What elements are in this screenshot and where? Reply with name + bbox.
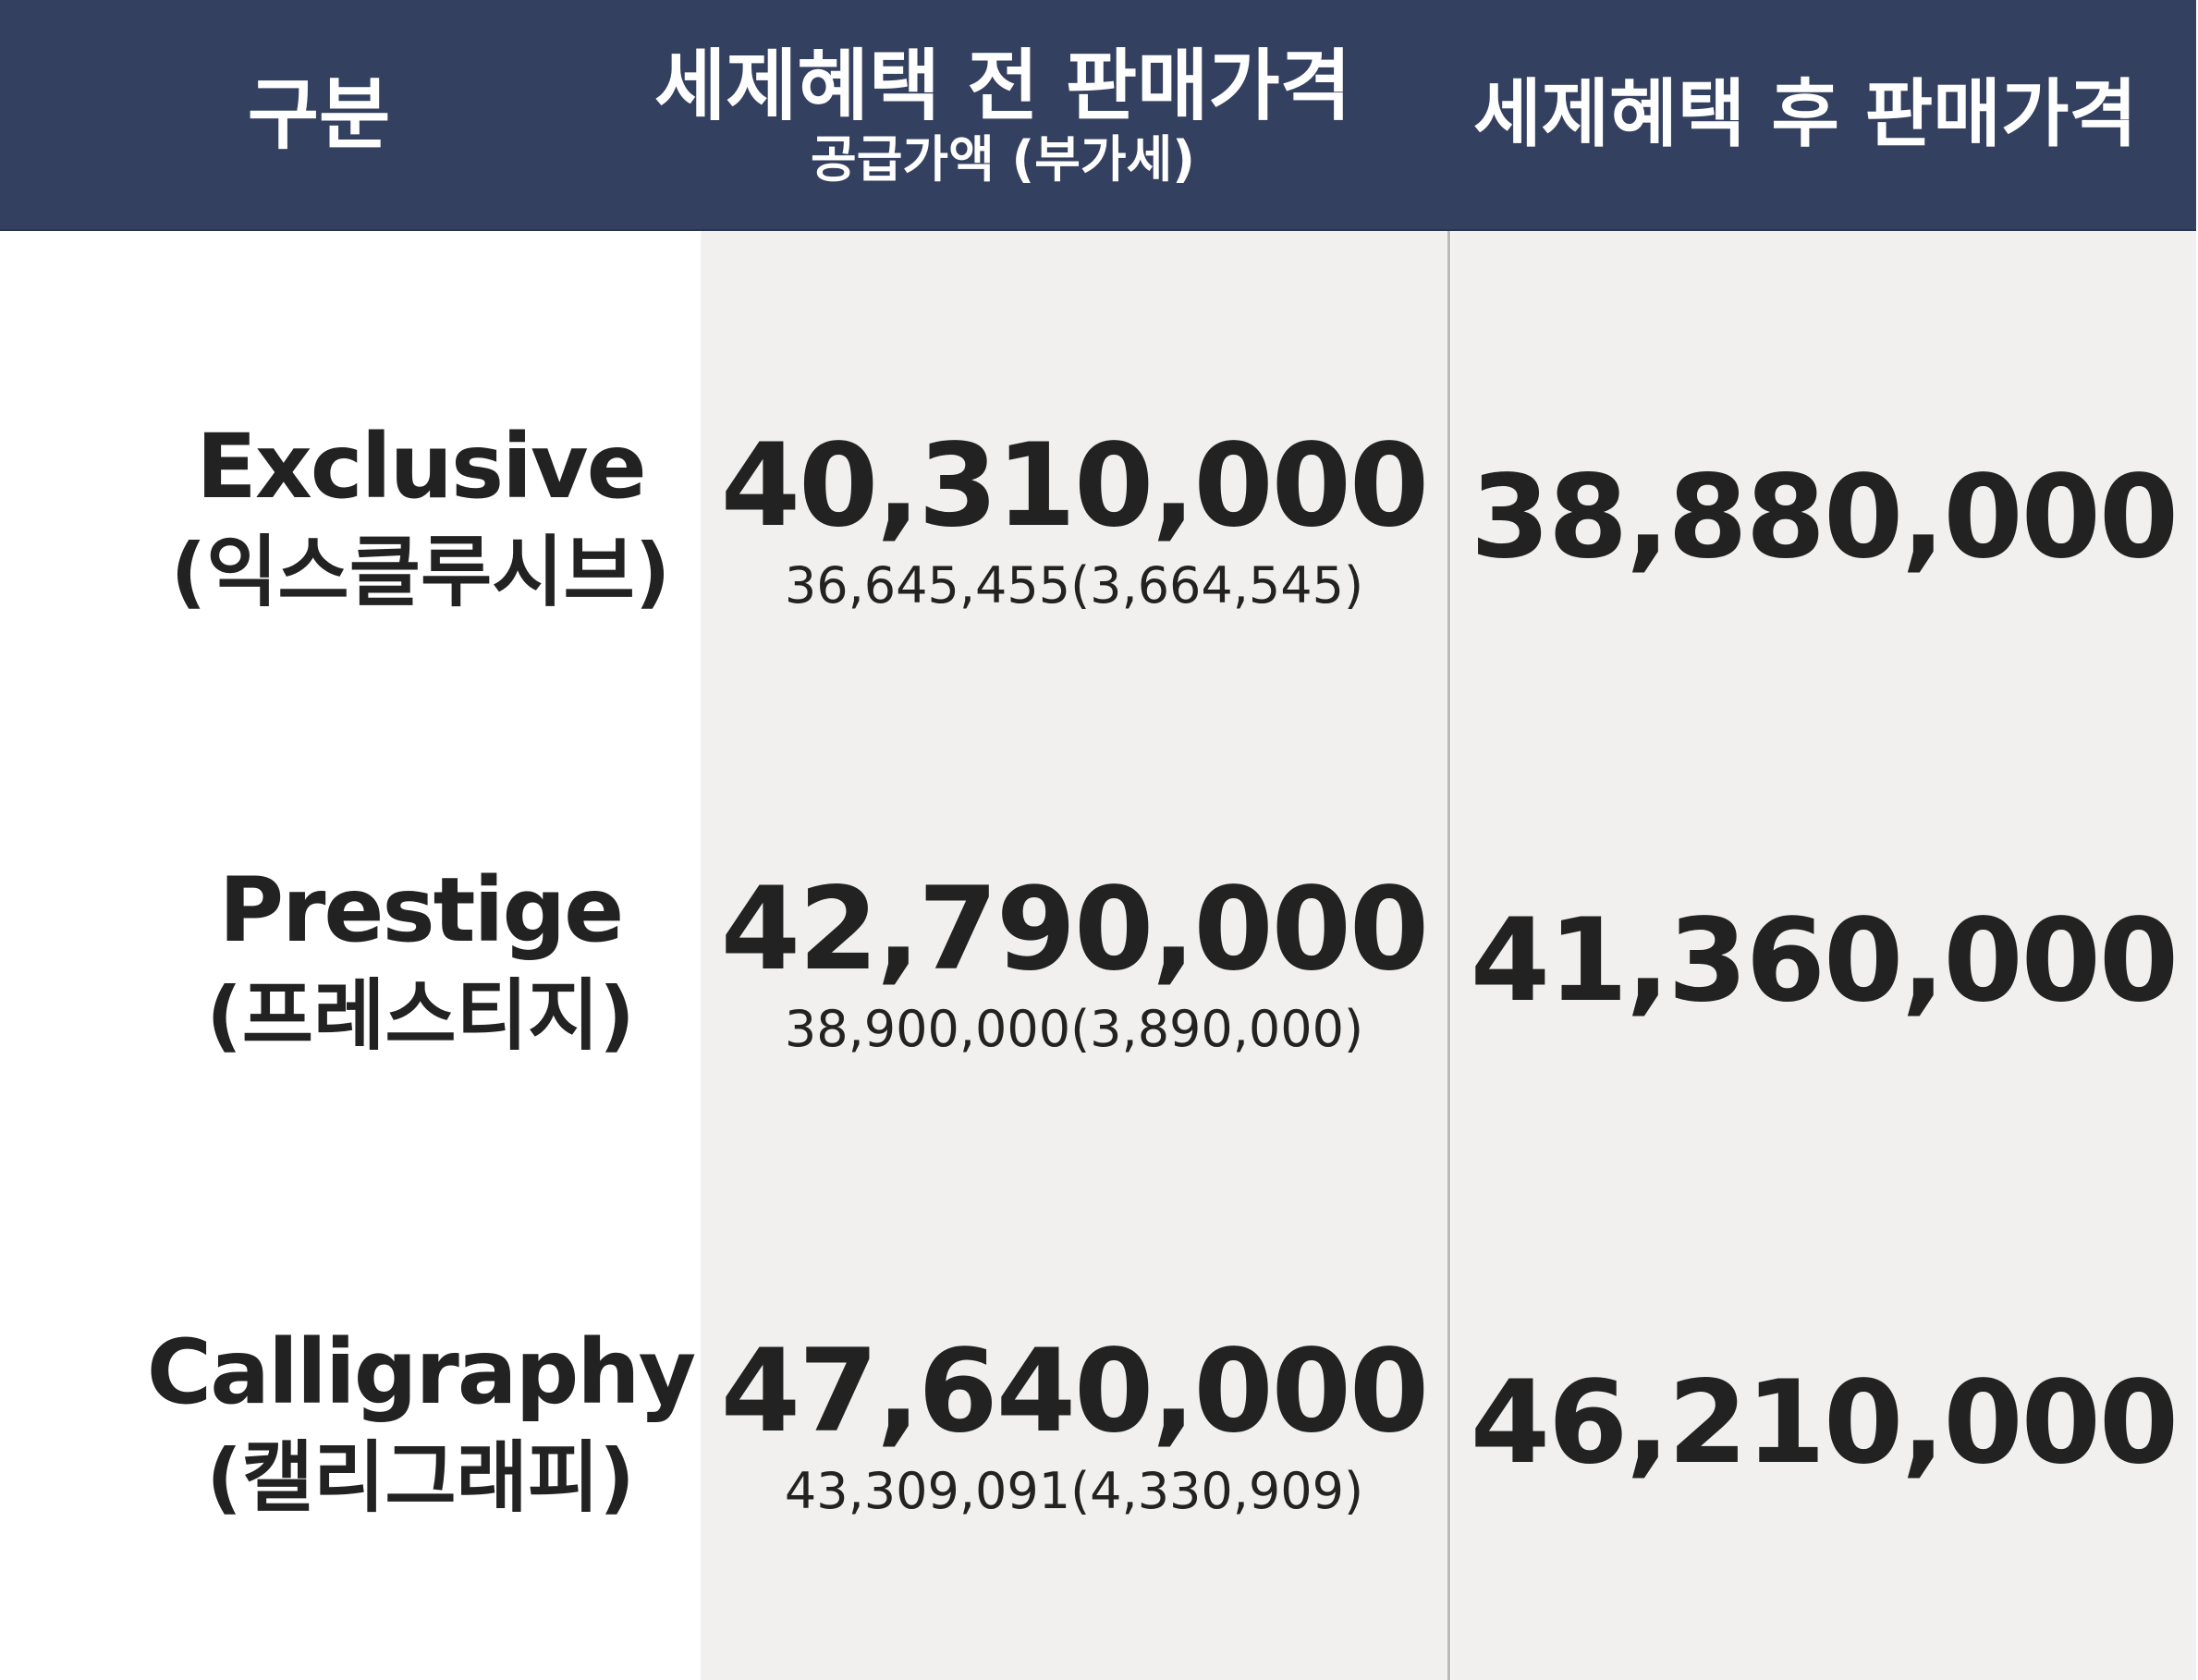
trim-name-ko: (익스클루시브) — [170, 527, 671, 617]
price-after-cell: 41,360,000 — [1451, 822, 2196, 1100]
price-after-value: 46,210,000 — [1470, 1357, 2179, 1490]
trim-name-ko: (캘리그래피) — [206, 1432, 635, 1523]
price-before-cell: 42,790,000 38,900,000(3,890,000) — [701, 822, 1447, 1100]
price-after-value: 41,360,000 — [1470, 895, 2179, 1028]
price-after-cell: 46,210,000 — [1451, 1284, 2196, 1562]
table-row: Calligraphy (캘리그래피) 47,640,000 43,309,09… — [0, 1284, 2198, 1562]
trim-name-en: Calligraphy — [146, 1321, 696, 1424]
table-header: 구분 세제혜택 전 판매가격 공급가액 (부가세) 세제혜택 후 판매가격 — [0, 0, 2196, 231]
trim-name-cell: Exclusive (익스클루시브) — [0, 379, 841, 656]
header-price-after: 세제혜택 후 판매가격 — [1412, 0, 2198, 229]
price-before-value: 40,310,000 — [720, 420, 1429, 553]
price-before-value: 47,640,000 — [720, 1325, 1429, 1458]
column-divider — [1447, 231, 1450, 1680]
price-before-value: 42,790,000 — [720, 863, 1429, 996]
price-before-cell: 47,640,000 43,309,091(4,330,909) — [701, 1284, 1447, 1562]
price-before-detail: 38,900,000(3,890,000) — [784, 1000, 1364, 1058]
price-before-column-background — [701, 231, 1447, 1680]
price-after-column-background — [1451, 231, 2196, 1680]
table-row: Prestige (프레스티지) 42,790,000 38,900,000(3… — [0, 822, 2198, 1100]
header-category: 구분 — [0, 0, 638, 229]
trim-name-cell: Calligraphy (캘리그래피) — [0, 1284, 841, 1562]
header-category-label: 구분 — [247, 69, 391, 160]
header-price-before: 세제혜택 전 판매가격 공급가액 (부가세) — [638, 0, 1368, 229]
header-price-before-label: 세제혜택 전 판매가격 — [653, 41, 1351, 131]
price-before-detail: 36,645,455(3,664,545) — [784, 556, 1364, 615]
price-after-cell: 38,880,000 — [1451, 379, 2196, 656]
price-before-cell: 40,310,000 36,645,455(3,664,545) — [701, 379, 1447, 656]
trim-name-en: Exclusive — [196, 415, 646, 518]
trim-name-en: Prestige — [218, 858, 625, 962]
trim-name-ko: (프레스티지) — [206, 970, 635, 1061]
header-price-before-sublabel: 공급가액 (부가세) — [811, 130, 1195, 189]
trim-name-cell: Prestige (프레스티지) — [0, 822, 841, 1100]
table-row: Exclusive (익스클루시브) 40,310,000 36,645,455… — [0, 379, 2198, 656]
price-after-value: 38,880,000 — [1470, 451, 2179, 584]
price-before-detail: 43,309,091(4,330,909) — [784, 1462, 1364, 1520]
header-price-after-label: 세제혜택 후 판매가격 — [1472, 71, 2138, 157]
